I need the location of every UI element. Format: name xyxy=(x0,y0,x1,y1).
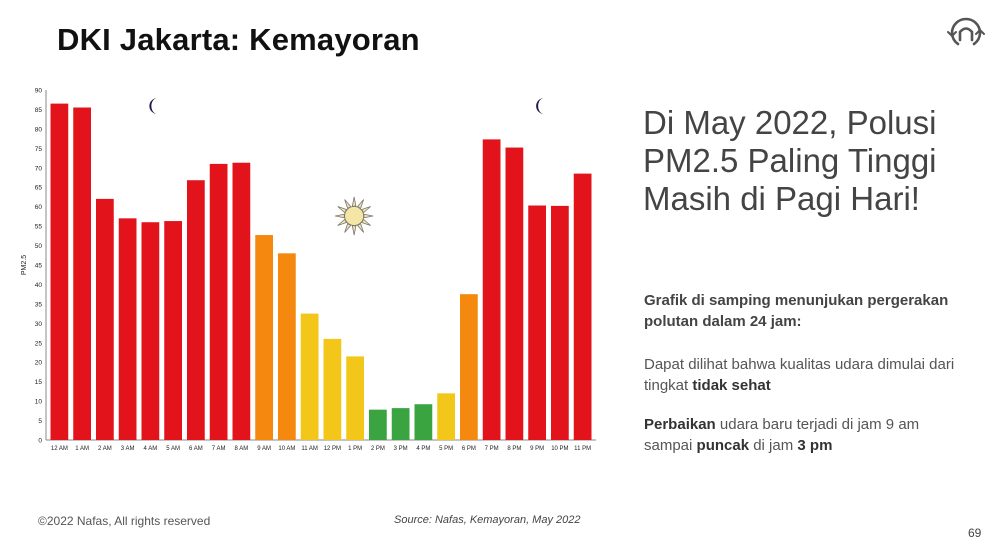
bar xyxy=(573,173,592,440)
y-tick-label: 85 xyxy=(35,107,43,114)
moon-icon xyxy=(536,98,545,114)
description-paragraph-2: Perbaikan udara baru terjadi di jam 9 am… xyxy=(644,414,964,456)
description-paragraph-1: Dapat dilihat bahwa kualitas udara dimul… xyxy=(644,354,964,396)
x-tick-label: 12 PM xyxy=(324,446,341,452)
bar xyxy=(278,253,296,440)
description-p1-bold: tidak sehat xyxy=(692,377,771,394)
description-p2-bold1: Perbaikan xyxy=(644,416,716,433)
y-tick-label: 45 xyxy=(35,263,43,270)
y-tick-label: 10 xyxy=(35,399,43,406)
description-p2-text2: di jam xyxy=(749,437,798,454)
y-tick-label: 0 xyxy=(38,438,42,445)
nafas-logo-icon xyxy=(947,17,985,46)
bar xyxy=(482,139,501,440)
x-tick-label: 4 PM xyxy=(416,446,430,452)
x-tick-label: 6 AM xyxy=(189,446,203,452)
y-tick-label: 75 xyxy=(35,146,43,153)
x-tick-label: 7 AM xyxy=(212,446,226,452)
source-note: Source: Nafas, Kemayoran, May 2022 xyxy=(394,514,581,526)
description-p1-text: Dapat dilihat bahwa kualitas udara dimul… xyxy=(644,356,955,394)
y-tick-label: 5 xyxy=(38,418,42,425)
bar xyxy=(96,198,114,440)
sun-icon xyxy=(335,196,374,236)
bar xyxy=(414,404,433,440)
bar xyxy=(391,408,410,440)
x-tick-label: 4 AM xyxy=(144,446,158,452)
moon-icon xyxy=(149,98,158,114)
x-tick-label: 11 PM xyxy=(574,446,591,452)
bar xyxy=(164,221,182,440)
x-tick-label: 5 PM xyxy=(439,446,453,452)
y-tick-label: 35 xyxy=(35,301,43,308)
x-tick-label: 12 AM xyxy=(51,446,68,452)
x-tick-label: 6 PM xyxy=(462,446,476,452)
bar xyxy=(437,393,455,440)
bar xyxy=(551,205,569,440)
y-tick-label: 40 xyxy=(35,282,43,289)
bar xyxy=(209,163,228,440)
y-tick-label: 50 xyxy=(35,243,43,250)
bar xyxy=(232,162,251,440)
x-tick-label: 8 AM xyxy=(235,446,249,452)
y-tick-label: 25 xyxy=(35,340,43,347)
y-tick-label: 90 xyxy=(35,88,43,95)
slide-title: DKI Jakarta: Kemayoran xyxy=(57,22,420,57)
bar xyxy=(460,294,478,440)
x-tick-label: 2 AM xyxy=(98,446,112,452)
bar xyxy=(141,222,160,440)
y-tick-label: 55 xyxy=(35,224,43,231)
y-axis-label: PM2.5 xyxy=(21,255,28,275)
x-tick-label: 1 AM xyxy=(75,446,89,452)
copyright-footer: ©2022 Nafas, All rights reserved xyxy=(38,514,211,528)
x-tick-label: 7 PM xyxy=(485,446,499,452)
description-p2-bold2: puncak xyxy=(696,437,750,454)
bar xyxy=(118,218,137,440)
bar xyxy=(73,107,91,440)
y-tick-label: 20 xyxy=(35,360,43,367)
x-tick-label: 9 PM xyxy=(530,446,544,452)
y-tick-label: 65 xyxy=(35,185,43,192)
y-tick-label: 80 xyxy=(35,126,43,133)
pm25-bar-chart: 0 5 10 15 20 25 30 35 40 45 50 55 60 65 70 75 80 85 90 PM2.… xyxy=(21,88,596,452)
bar xyxy=(255,235,273,440)
y-tick-label: 60 xyxy=(35,204,43,211)
x-tick-label: 3 PM xyxy=(394,446,408,452)
bar xyxy=(369,409,387,440)
bar xyxy=(300,313,319,440)
x-tick-label: 8 PM xyxy=(507,446,521,452)
x-tick-label: 11 AM xyxy=(301,446,318,452)
bar xyxy=(187,180,205,440)
page-number: 69 xyxy=(968,526,982,540)
x-tick-label: 10 AM xyxy=(278,446,295,452)
description-p2-bold3: 3 pm xyxy=(797,437,833,454)
x-tick-label: 10 PM xyxy=(551,446,568,452)
bar xyxy=(323,338,342,440)
bar xyxy=(50,103,69,440)
headline: Di May 2022, Polusi PM2.5 Paling Tinggi … xyxy=(643,104,937,217)
description-p2-text1: udara baru terjadi di jam 9 am sampai xyxy=(644,416,920,454)
bar xyxy=(505,147,524,441)
x-tick-label: 5 AM xyxy=(166,446,180,452)
bar xyxy=(528,205,546,440)
x-tick-label: 1 PM xyxy=(348,446,362,452)
x-tick-label: 3 AM xyxy=(121,446,135,452)
y-tick-label: 30 xyxy=(35,321,43,328)
y-tick-label: 70 xyxy=(35,165,43,172)
x-tick-label: 9 AM xyxy=(257,446,271,452)
description-intro: Grafik di samping menunjukan pergerakan … xyxy=(644,292,949,330)
x-tick-label: 2 PM xyxy=(371,446,385,452)
bar xyxy=(346,356,364,440)
y-tick-label: 15 xyxy=(35,379,43,386)
